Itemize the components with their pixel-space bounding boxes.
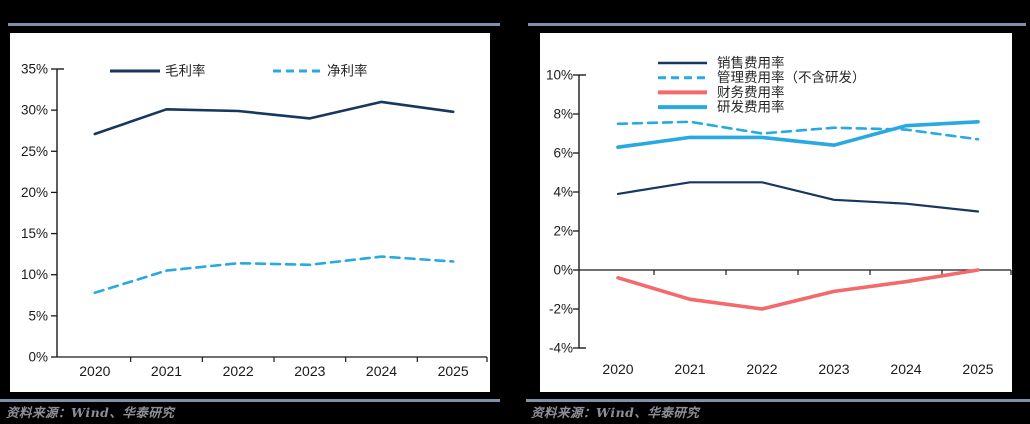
x-tick-label: 2021 (151, 363, 182, 379)
legend-item-label: 管理费用率（不含研发） (717, 69, 866, 86)
legend-item-label: 研发费用率 (717, 99, 785, 116)
x-tick-label: 2022 (223, 363, 254, 379)
footer-rule-left (0, 399, 500, 402)
chart-panel-right: 10% 8% 6% 4% 2% 0% -2% -4% 2020 2021 2022 2023 2024 2… (540, 33, 1012, 392)
margin-trend-chart: 35% 30% 25% 20% 15% 10% 5% 0% 2020 2021 2022 2023 20… (21, 62, 488, 379)
expense-ratio-chart: 10% 8% 6% 4% 2% 0% -2% -4% 2020 2021 2022 2023 2024 2… (546, 55, 1012, 377)
series-line (93, 255, 455, 295)
y-tick-label: 5% (28, 308, 48, 323)
x-tick-label: 2022 (746, 361, 777, 377)
x-tick-label: 2025 (438, 363, 469, 379)
x-tick-label: 2023 (818, 361, 849, 377)
y-tick-label: 4% (553, 185, 573, 200)
y-tick-label: 35% (21, 62, 48, 77)
y-tick-label: 10% (21, 267, 48, 282)
x-tick-label: 2020 (79, 363, 110, 379)
chart-panel-left: 35% 30% 25% 20% 15% 10% 5% 0% 2020 2021 2022 2023 20… (10, 33, 490, 392)
y-tick-label: 8% (553, 107, 573, 122)
x-tick-label: 2023 (294, 363, 325, 379)
x-tick-label: 2024 (366, 363, 397, 379)
x-tick-label: 2024 (890, 361, 921, 377)
legend-item-label: 毛利率 (165, 63, 206, 80)
series-line (616, 268, 980, 311)
legend-item-label: 净利率 (327, 63, 368, 80)
y-tick-label: 30% (21, 103, 48, 118)
y-tick-label: 15% (21, 226, 48, 241)
x-tick-label: 2025 (962, 361, 993, 377)
y-tick-label: -4% (549, 341, 573, 356)
y-tick-label: 0% (553, 263, 573, 278)
legend-item-label: 财务费用率 (717, 84, 785, 101)
y-tick-label: 20% (21, 185, 48, 200)
series-line (616, 181, 980, 213)
legend-item-label: 销售费用率 (717, 55, 785, 72)
header-rule-right (528, 23, 1026, 26)
source-note-left: 资料来源：Wind、华泰研究 (6, 405, 175, 420)
y-tick-label: 2% (553, 224, 573, 239)
series-line (616, 120, 980, 149)
x-tick-label: 2020 (602, 361, 633, 377)
y-tick-label: 0% (28, 350, 48, 365)
y-tick-label: -2% (549, 302, 573, 317)
header-rule-left (8, 23, 500, 26)
series-line (93, 100, 455, 136)
source-note-right: 资料来源：Wind、华泰研究 (531, 405, 700, 420)
series-line (616, 120, 980, 141)
footer-rule-right (526, 399, 1030, 402)
y-tick-label: 10% (546, 68, 573, 83)
y-tick-label: 25% (21, 144, 48, 159)
x-tick-label: 2021 (674, 361, 705, 377)
y-tick-label: 6% (553, 146, 573, 161)
